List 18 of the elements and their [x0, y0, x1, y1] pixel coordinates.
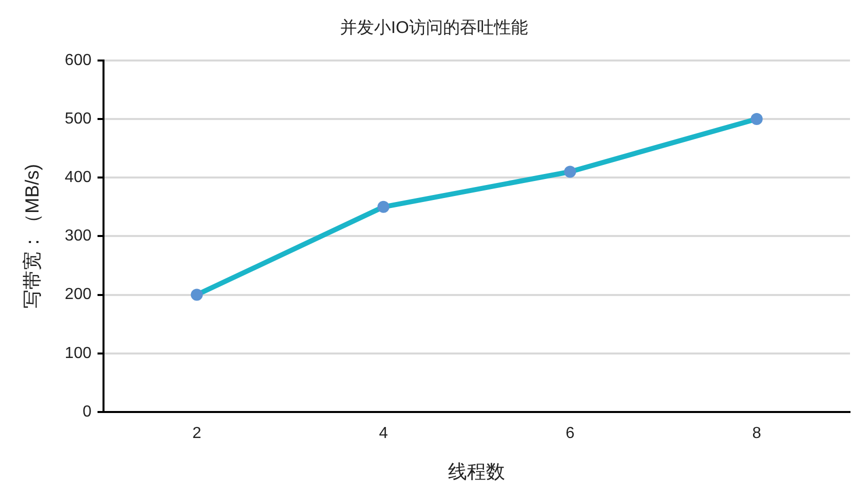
y-tick-label: 100	[64, 344, 92, 362]
point	[564, 166, 576, 178]
x-tick-label: 6	[566, 425, 575, 442]
x-axis-title: 线程数	[448, 462, 506, 483]
point	[377, 200, 390, 213]
y-tick-label: 300	[64, 228, 92, 245]
y-axis-title: 写带宽：（MB/s)	[22, 164, 44, 309]
chart-title: 并发小IO访问的吞吐性能	[340, 18, 528, 37]
y-tick-label: 500	[64, 110, 92, 128]
point	[190, 288, 203, 301]
x-tick-label: 4	[378, 425, 388, 442]
x-tick-label: 8	[752, 425, 762, 442]
x-tick-label: 2	[192, 425, 202, 442]
y-tick-label: 600	[64, 52, 92, 69]
y-tick-label: 400	[64, 169, 92, 186]
y-tick-label: 200	[64, 286, 92, 304]
y-tick-label: 0	[82, 403, 92, 420]
point	[750, 113, 763, 125]
